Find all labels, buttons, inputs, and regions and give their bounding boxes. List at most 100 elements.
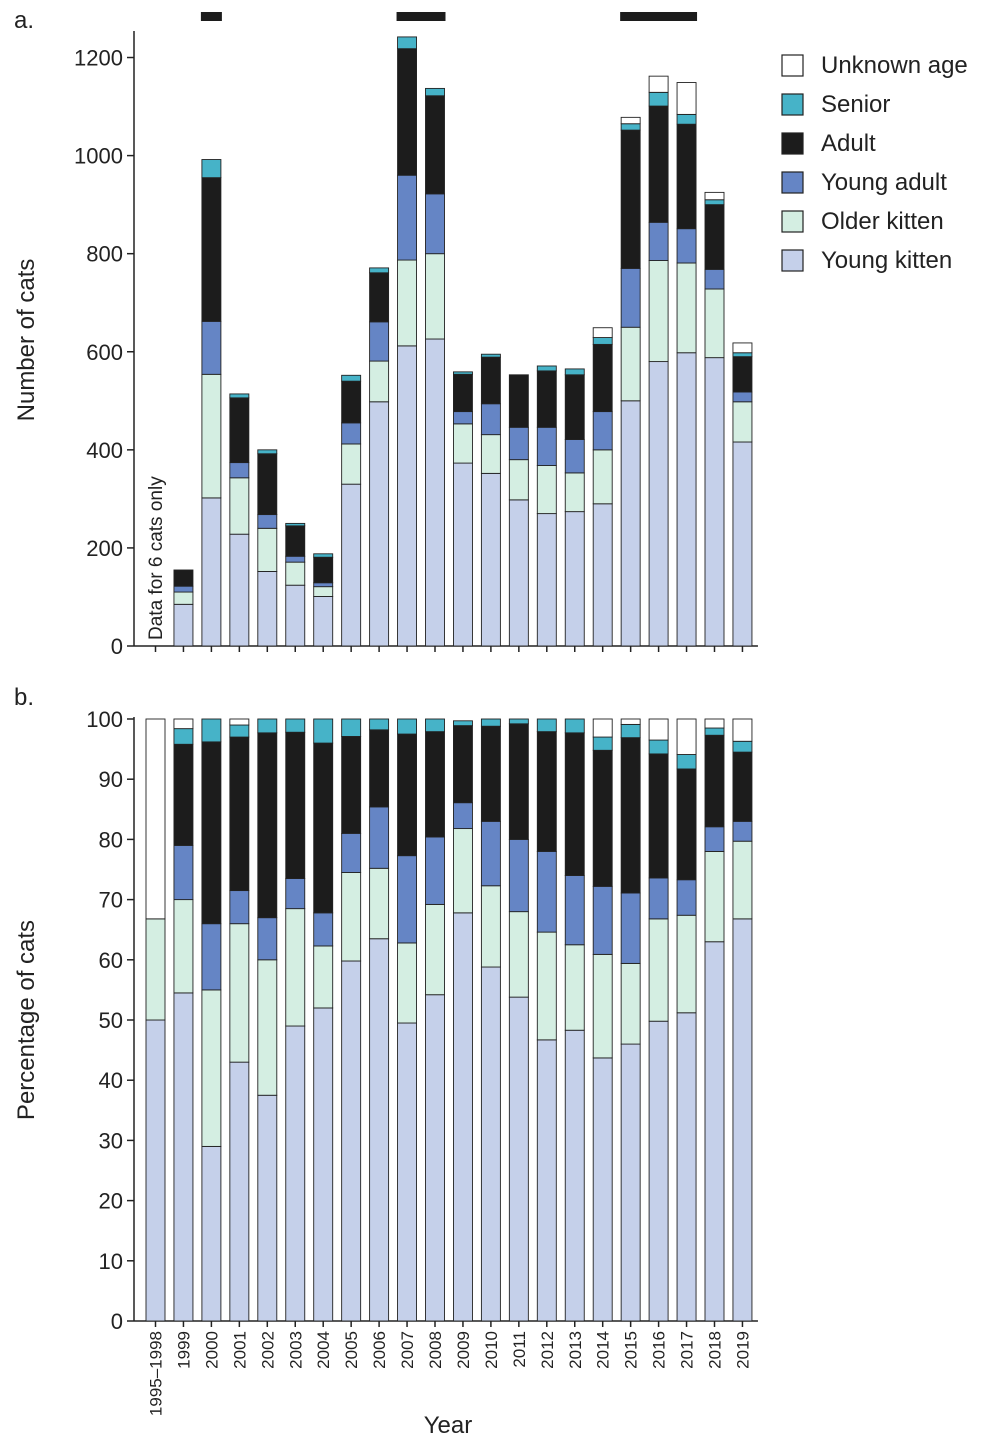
x-tick-label-2014: 2014	[594, 1331, 613, 1369]
panel-b-bar-older-kitten-2017	[676, 914, 697, 1014]
panel-a-bar-older-kitten-2006	[369, 360, 390, 403]
panel-a-bar-unknown-age-2018	[704, 191, 725, 201]
panel-a-bar-adult-2007	[397, 48, 417, 176]
panel-a-bar-senior-2005	[341, 374, 362, 382]
panel-a-bar-older-kitten-2013	[564, 472, 585, 513]
panel-a-bar-older-kitten-2011	[508, 459, 529, 501]
panel-b-bar-unknown-age-2019	[732, 718, 753, 742]
x-tick-label-2016: 2016	[650, 1331, 669, 1369]
panel-a-bar-young-kitten-2019	[732, 441, 753, 647]
panel-b-bar-young-kitten-2005	[341, 960, 362, 1322]
panel-a-bar-senior-2016	[648, 91, 669, 107]
panel-a-y-tick-label: 600	[86, 340, 123, 365]
panel-b-bar-young-adult-2017	[676, 879, 697, 916]
panel-a-bar-young-adult-2014	[592, 411, 613, 451]
panel-b-bar-older-kitten-2013	[564, 944, 585, 1031]
panel-a-bar-young-adult-2002	[257, 514, 278, 529]
legend: Unknown age Senior Adult Young adult Older k…	[781, 52, 968, 274]
panel-a-bar-adult-2009	[453, 373, 473, 413]
panel-b-bar-young-adult-2008	[425, 836, 445, 905]
panel-a-bar-young-kitten-2016	[648, 361, 669, 647]
panel-a-bar-older-kitten-2019	[732, 401, 753, 443]
panel-a-bar-adult-2008	[425, 95, 445, 195]
panel-b-bar-senior-2011	[508, 718, 529, 725]
panel-a-y-tick-label: 1000	[74, 144, 123, 169]
panel-b-y-tick-label: 100	[86, 707, 123, 732]
panel-a-bar-older-kitten-2005	[341, 443, 362, 485]
panel-b-bar-senior-2008	[425, 718, 445, 733]
panel-b-bar-young-adult-2004	[313, 912, 334, 947]
panel-a-bar-young-adult-2009	[453, 411, 473, 425]
panel-b-bar-young-adult-1999	[173, 844, 194, 901]
panel-a-bar-young-kitten-2017	[676, 352, 697, 647]
panel-b-bar-adult-2008	[425, 731, 445, 838]
legend-swatch-senior	[781, 93, 804, 116]
legend-label-unknown-age: Unknown age	[821, 52, 968, 79]
panel-b-bar-senior-2006	[369, 718, 390, 731]
panel-a-bar-young-adult-2007	[397, 174, 417, 261]
panel-a-bar-young-adult-2017	[676, 228, 697, 264]
panel-b-bar-senior-2007	[397, 718, 417, 735]
panel-b-bar-young-adult-2013	[564, 875, 585, 946]
panel-a-bar-senior-2008	[425, 87, 445, 97]
panel-b-bar-unknown-age-2014	[592, 718, 613, 738]
panel-b-bar-young-adult-2009	[453, 802, 473, 830]
panel-a-bar-young-adult-2008	[425, 193, 445, 255]
panel-b-bar-older-kitten-2010	[480, 885, 501, 968]
panel-b-bar-young-kitten-2015	[620, 1043, 641, 1322]
panel-a-bar-senior-2001	[229, 393, 250, 399]
panel-b-bar-adult-2015	[620, 737, 641, 894]
panel-b-bar-adult-2012	[536, 731, 557, 852]
legend-swatch-unknown-age	[781, 54, 804, 77]
panel-a-bar-older-kitten-2009	[453, 423, 473, 464]
panel-a-bar-young-kitten-2003	[285, 584, 306, 647]
panel-b-bar-adult-2002	[257, 732, 278, 919]
panel-b-bar-young-adult-2012	[536, 850, 557, 933]
panel-a-bar-young-kitten-2000	[201, 497, 222, 647]
panel-a-bar-young-kitten-2011	[508, 499, 529, 647]
panel-b-bar-young-adult-2000	[201, 923, 222, 991]
note-label: Data for 6 cats only	[146, 476, 167, 640]
panel-b-bar-adult-2016	[648, 753, 669, 879]
x-tick-label-2000: 2000	[202, 1331, 221, 1369]
panel-b-bar-young-kitten-2001	[229, 1061, 250, 1322]
panel-a-bar-adult-2010	[480, 356, 501, 405]
panel-a-bar-older-kitten-2017	[676, 262, 697, 354]
panel-b-y-tick-label: 90	[99, 767, 123, 792]
panel-a-bar-senior-2015	[620, 123, 641, 131]
panel-a-bar-senior-2004	[313, 553, 334, 558]
panel-a-bar-young-kitten-2015	[620, 400, 641, 647]
x-tick-labels: 1995–1998 1999 2000 2001 2002 2003 2004 2005 200…	[147, 1331, 753, 1416]
x-tick-label-2005: 2005	[342, 1331, 361, 1369]
panel-b-bar-young-adult-2011	[508, 838, 529, 913]
panel-a-bar-young-kitten-2001	[229, 533, 250, 647]
panel-b-bar-adult-2004	[313, 742, 334, 914]
panel-b-bar-senior-2015	[620, 723, 641, 739]
panel-a-bar-young-adult-2012	[536, 426, 557, 466]
panel-a-y-tick-label: 0	[111, 634, 123, 659]
panel-b-bar-unknown-age-2001	[229, 718, 250, 726]
panel-a-bar-adult-2019	[732, 356, 753, 393]
panel-b-bar-adult-2019	[732, 751, 753, 822]
panel-b-bar-unknown-age-2016	[648, 718, 669, 741]
x-tick-label-2012: 2012	[538, 1331, 557, 1369]
x-tick-label-2015: 2015	[622, 1331, 641, 1369]
panel-a-bar-young-kitten-2004	[313, 596, 334, 647]
panel-b-bar-older-kitten-2000	[201, 989, 222, 1147]
panel-a-bar-adult-2014	[592, 343, 613, 413]
panel-a-bar-young-adult-2000	[201, 320, 222, 375]
panel-a-bar-adult-2013	[564, 374, 585, 440]
panel-a-bar-young-kitten-2005	[341, 483, 362, 647]
panel-a-bar-senior-2014	[592, 337, 613, 345]
panel-b-bar-adult-2005	[341, 736, 362, 834]
panel-b-bar-senior-2019	[732, 740, 753, 753]
panel-a-bar-older-kitten-2010	[480, 434, 501, 474]
panel-a-bar-older-kitten-2000	[201, 373, 222, 499]
panel-a-bar-young-kitten-2009	[453, 462, 473, 647]
panel-a-bar-young-kitten-2013	[564, 511, 585, 647]
panel-a-bar-young-kitten-2014	[592, 503, 613, 647]
panel-a-bar-young-adult-2019	[732, 391, 753, 403]
panel-b-bar-adult-2001	[229, 736, 250, 892]
panel-a-plot: 0 200 400 600 800 1000 1200	[74, 31, 758, 659]
panel-a-bar-older-kitten-2018	[704, 288, 725, 359]
